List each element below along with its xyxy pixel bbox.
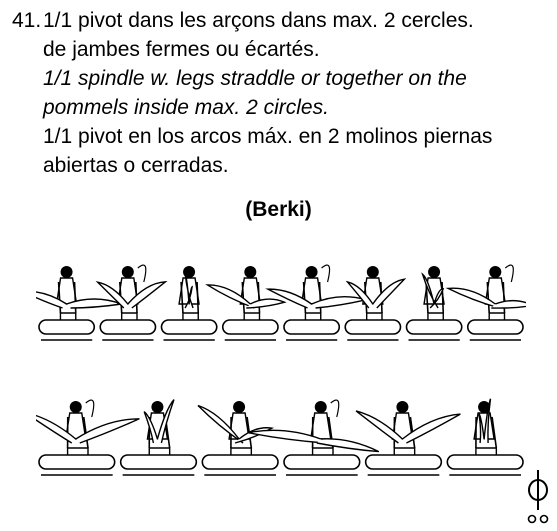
pommel-horse-sequence-row-2 xyxy=(36,398,524,476)
description-line-fr-1: 1/1 pivot dans les arçons dans max. 2 ce… xyxy=(43,9,474,32)
horse-segment xyxy=(344,312,402,341)
description-line-fr-2: de jambes fermes ou écartés. xyxy=(43,38,320,61)
horse-segment xyxy=(405,312,463,341)
spindle-symbol-icon xyxy=(527,470,549,524)
gymnast-pose xyxy=(345,266,407,314)
horse-segment xyxy=(364,447,443,476)
description-line-en-2: pommels inside max. 2 circles. xyxy=(43,96,329,119)
gymnast-pose xyxy=(473,398,498,449)
horse-segment xyxy=(201,447,279,476)
gymnast-pose xyxy=(197,401,275,449)
figure-title: (Berki) xyxy=(245,198,312,221)
pommel-horse-sequence-row-1 xyxy=(36,264,526,341)
gymnast-pose xyxy=(178,266,200,314)
gymnast-pose xyxy=(445,264,526,314)
rotation-arrow-icon xyxy=(137,264,147,283)
gymnast-pose xyxy=(36,399,140,449)
description-line-es-1: 1/1 pivot en los arcos máx. en 2 molinos… xyxy=(43,125,493,148)
horse-segment xyxy=(160,312,218,341)
horse-segment xyxy=(38,447,116,476)
description-line-en-1: 1/1 spindle w. legs straddle or together… xyxy=(43,67,467,90)
gymnast-pose xyxy=(36,266,122,314)
horse-segment xyxy=(221,312,279,341)
rotation-arrow-icon xyxy=(330,399,340,418)
gymnast-pose xyxy=(248,399,380,453)
horse-segment xyxy=(99,312,157,341)
horse-segment xyxy=(119,447,198,476)
element-number: 41. xyxy=(12,9,42,32)
gymnast-pose xyxy=(355,401,461,449)
rotation-arrow-icon xyxy=(504,264,514,283)
rotation-arrow-icon xyxy=(321,264,331,283)
gymnast-pose xyxy=(205,266,287,314)
horse-segment xyxy=(283,447,361,476)
gymnast-pose xyxy=(421,266,445,314)
horse-segment xyxy=(283,312,341,341)
horse-segment xyxy=(466,312,524,341)
description-line-es-2: abiertas o cerradas. xyxy=(43,154,229,177)
gymnast-pose xyxy=(265,264,367,314)
rotation-arrow-icon xyxy=(85,399,95,418)
element-description: 1/1 pivot dans les arçons dans max. 2 ce… xyxy=(43,6,557,180)
gymnast-pose xyxy=(95,264,168,314)
horse-segment xyxy=(446,447,524,476)
gymnast-pose xyxy=(143,399,175,449)
horse-segment xyxy=(38,312,96,341)
